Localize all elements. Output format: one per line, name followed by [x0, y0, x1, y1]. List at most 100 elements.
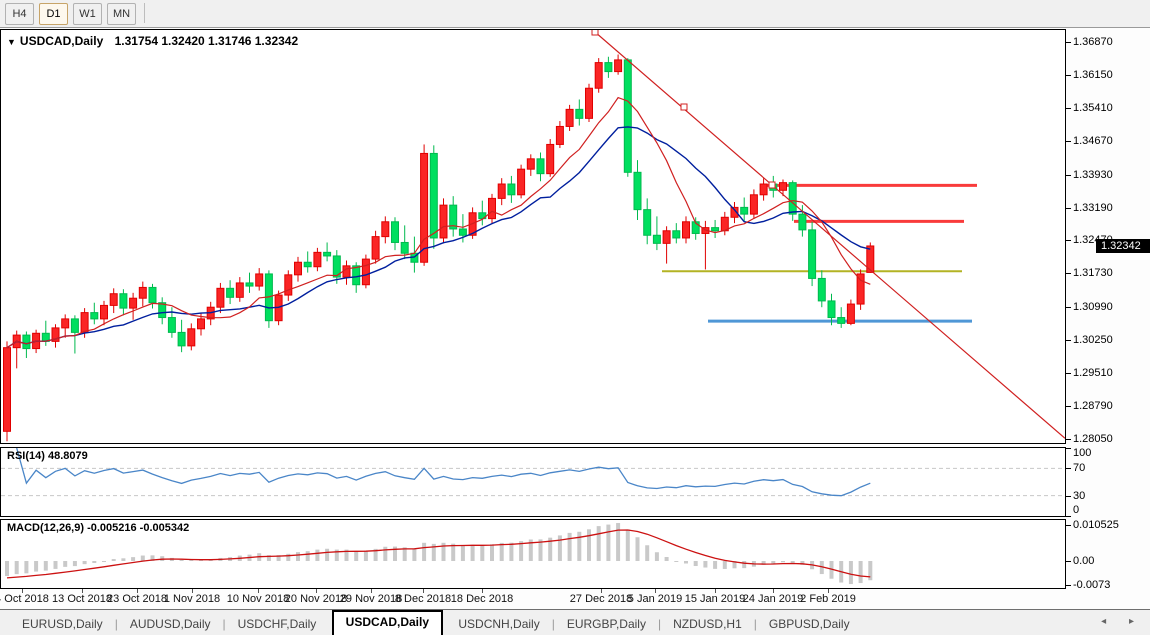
- chart-tab-gbpusd[interactable]: GBPUSD,Daily: [768, 617, 850, 631]
- date-axis-label: 18 Dec 2018: [450, 593, 514, 605]
- macd-histogram-bar: [577, 531, 582, 561]
- candle-body: [449, 204, 458, 230]
- candle-body: [526, 158, 535, 170]
- trendline-handle[interactable]: [591, 30, 599, 36]
- macd-histogram-bar: [5, 561, 9, 577]
- macd-histogram-bar: [305, 551, 310, 561]
- chart-ohlc-values: 1.31754 1.32420 1.31746 1.32342: [114, 34, 299, 48]
- trendline-handle[interactable]: [768, 181, 776, 189]
- chart-tab-eurusd[interactable]: EURUSD,Daily: [22, 617, 103, 631]
- price-axis-label: 1.35410: [1073, 102, 1113, 114]
- macd-histogram-bar: [490, 544, 494, 561]
- macd-histogram-bar: [354, 551, 359, 561]
- date-axis-label: 27 Dec 2018: [569, 593, 633, 605]
- date-axis-tick: [316, 589, 317, 593]
- macd-histogram-bar: [334, 549, 339, 561]
- tab-separator: |: [657, 617, 662, 631]
- date-axis-tick: [601, 589, 602, 593]
- rsi-pane[interactable]: [0, 447, 1066, 517]
- macd-histogram-bar: [509, 542, 514, 561]
- macd-histogram-bar: [829, 561, 834, 579]
- chart-tab-usdcnh[interactable]: USDCNH,Daily: [458, 617, 540, 631]
- main-chart-pane[interactable]: [0, 29, 1066, 444]
- candle-body: [255, 273, 264, 287]
- macd-histogram-bar: [616, 523, 621, 561]
- date-axis-label: 1 Nov 2018: [163, 593, 221, 605]
- candle-body: [749, 194, 758, 215]
- candle-body: [788, 182, 797, 215]
- timeframe-toolbar: H4 D1 W1 MN: [0, 0, 1150, 28]
- price-axis-label: 1.33930: [1073, 169, 1113, 181]
- candle-body: [148, 286, 157, 304]
- candle-body: [158, 302, 167, 319]
- rsi-axis-label: 70: [1073, 462, 1086, 474]
- timeframe-button-w1[interactable]: W1: [73, 3, 102, 25]
- date-axis: 4 Oct 2018 13 Oct 2018 23 Oct 2018 1 Nov 20…: [0, 589, 1066, 608]
- macd-axis-tick: [1066, 561, 1071, 562]
- date-axis-tick: [423, 589, 424, 593]
- chart-title-collapse-icon[interactable]: ▼: [7, 37, 16, 47]
- tab-separator: |: [753, 617, 757, 631]
- candle-body: [303, 261, 312, 268]
- candle-body: [808, 229, 817, 279]
- macd-histogram-bar: [625, 529, 630, 561]
- trendline[interactable]: [594, 31, 1065, 439]
- date-axis-label: 29 Nov 2018: [339, 593, 403, 605]
- date-axis-label: 20 Nov 2018: [284, 593, 348, 605]
- candle-body: [323, 251, 332, 257]
- timeframe-button-h4[interactable]: H4: [5, 3, 34, 25]
- rsi-chart: [1, 448, 1065, 497]
- timeframe-button-d1[interactable]: D1: [39, 3, 68, 25]
- rsi-axis-tick: [1066, 516, 1071, 517]
- candle-body: [458, 228, 467, 236]
- trendline-handle[interactable]: [680, 103, 688, 111]
- candle-body: [420, 152, 429, 263]
- chart-tab-eurgbp[interactable]: EURGBP,Daily: [566, 617, 646, 631]
- candle-body: [187, 328, 196, 347]
- price-axis-label: 1.36870: [1073, 36, 1113, 48]
- price-axis-tick: [1066, 439, 1071, 440]
- macd-histogram-bar: [722, 561, 727, 569]
- candle-body: [546, 143, 555, 175]
- macd-histogram-bar: [713, 561, 718, 569]
- tab-separator: |: [551, 617, 555, 631]
- candle-body: [371, 236, 380, 260]
- price-axis-label: 1.30250: [1073, 334, 1113, 346]
- candle-body: [730, 206, 739, 218]
- timeframe-button-mn[interactable]: MN: [107, 3, 136, 25]
- tab-scroll-arrows[interactable]: ◂ ▸: [1101, 616, 1144, 627]
- macd-histogram-bar: [441, 542, 446, 561]
- rsi-axis-label: 30: [1073, 490, 1086, 502]
- macd-histogram-bar: [92, 561, 97, 563]
- macd-histogram-bar: [587, 529, 591, 561]
- date-axis-label: 4 Oct 2018: [0, 593, 49, 605]
- macd-histogram-bar: [519, 541, 524, 561]
- candle-body: [80, 312, 89, 333]
- macd-histogram-bar: [858, 561, 863, 584]
- macd-histogram-bar: [499, 542, 504, 561]
- chart-tab-usdchf[interactable]: USDCHF,Daily: [237, 617, 317, 631]
- candle-body: [740, 206, 749, 215]
- macd-histogram-bar: [179, 560, 184, 561]
- date-axis-label: 15 Jan 2019: [684, 593, 746, 605]
- macd-pane[interactable]: [0, 519, 1066, 589]
- ma-fast-line: [6, 96, 871, 349]
- candle-body: [759, 183, 768, 196]
- macd-histogram-bar: [325, 548, 330, 561]
- macd-chart: [5, 523, 873, 585]
- macd-histogram-bar: [63, 561, 68, 567]
- candle-body: [138, 286, 147, 299]
- macd-histogram-bar: [674, 561, 679, 562]
- macd-histogram-bar: [422, 542, 427, 561]
- date-axis-label: 8 Dec 2018: [394, 593, 452, 605]
- chart-tab-nzdusd[interactable]: NZDUSD,H1: [673, 617, 742, 631]
- date-axis-tick: [773, 589, 774, 593]
- candle-body: [517, 168, 526, 196]
- macd-histogram-bar: [538, 539, 543, 561]
- chart-tab-usdcad[interactable]: USDCAD,Daily: [331, 610, 444, 635]
- candle-body: [575, 108, 584, 119]
- macd-histogram-bar: [53, 561, 58, 569]
- chart-tab-audusd[interactable]: AUDUSD,Daily: [129, 617, 211, 631]
- price-axis-tick: [1066, 273, 1071, 274]
- macd-histogram-bar: [266, 555, 271, 561]
